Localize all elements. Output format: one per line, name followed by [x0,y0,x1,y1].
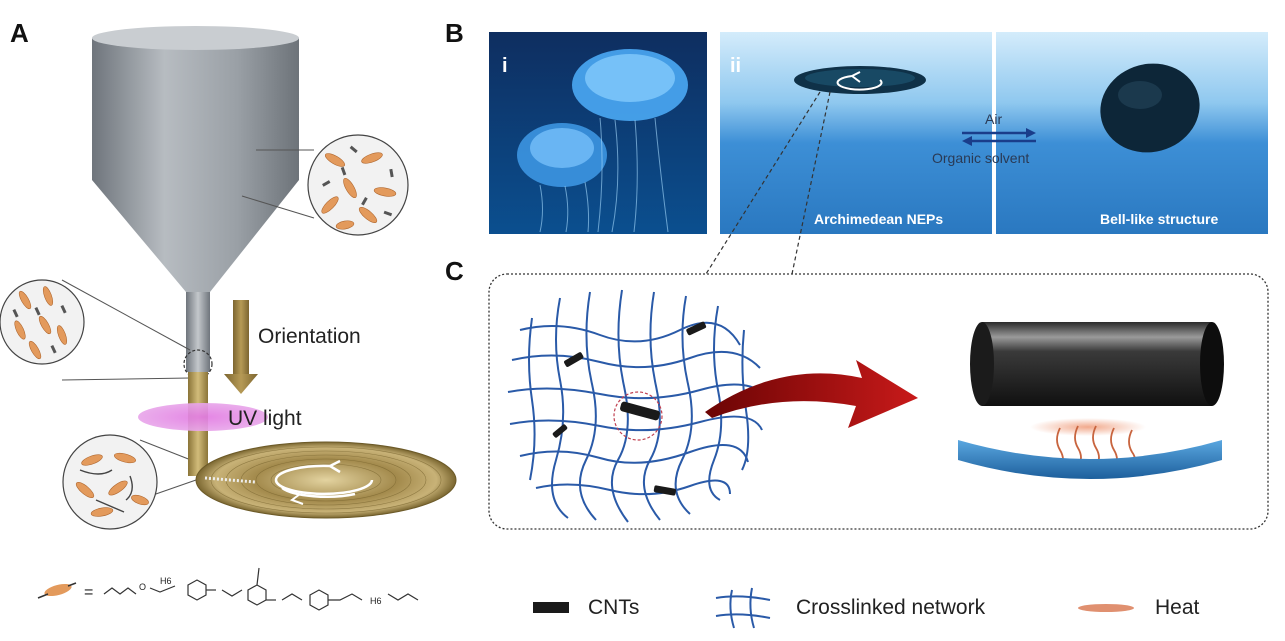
solvent-label: Organic solvent [932,150,1029,166]
legend-network-icon [715,587,771,629]
legend-cnt-label: CNTs [588,596,639,619]
formula-h6-label: H6 [160,576,172,586]
rotation-arrow-icon [274,459,374,505]
hopper [92,26,299,372]
cnt-cylinder [970,322,1224,406]
formula-equals: = [84,584,93,601]
panel-label-a: A [10,18,29,48]
red-curved-arrow [705,360,918,428]
air-solvent-arrows: Air Organic solvent [932,111,1036,166]
archimedean-caption: Archimedean NEPs [814,211,943,227]
legend-cnt-icon [533,602,569,613]
panel-c-frame [488,273,1269,530]
cnt-rods [552,321,707,496]
formula-o-label: O [139,582,146,592]
formula-h6b-label: H6 [370,596,382,606]
zoom-circle-disk [62,434,158,530]
mesogen-formula: = O H6 H6 [37,567,419,611]
spiral-disk [195,441,457,519]
cnt-focus-circle [613,391,663,441]
archimedean-photo: ii Archimedean NEPs [720,32,992,234]
panel-label-b: B [445,18,464,48]
photo-ii-label: ii [730,55,741,77]
legend: CNTs Crosslinked network Heat [533,587,1200,629]
uv-light-label: UV light [228,407,302,430]
legend-heat-icon [1078,604,1134,612]
zoom-circle-hopper [307,134,409,236]
zoom-circle-needle [0,279,85,365]
jellyfish-photo: i [489,32,707,234]
panel-label-c: C [445,256,464,286]
crosslinked-network [507,289,769,523]
bell-photo: Bell-like structure [996,32,1268,234]
orientation-arrow [224,300,258,394]
orientation-label: Orientation [258,325,361,348]
uv-light-beam [138,403,268,431]
panel-c-pointers [705,91,831,275]
legend-network-label: Crosslinked network [796,596,986,619]
air-label: Air [985,111,1002,127]
legend-heat-label: Heat [1155,596,1200,619]
bell-caption: Bell-like structure [1100,211,1218,227]
photo-i-label: i [502,55,508,77]
bending-sheet [958,440,1222,479]
